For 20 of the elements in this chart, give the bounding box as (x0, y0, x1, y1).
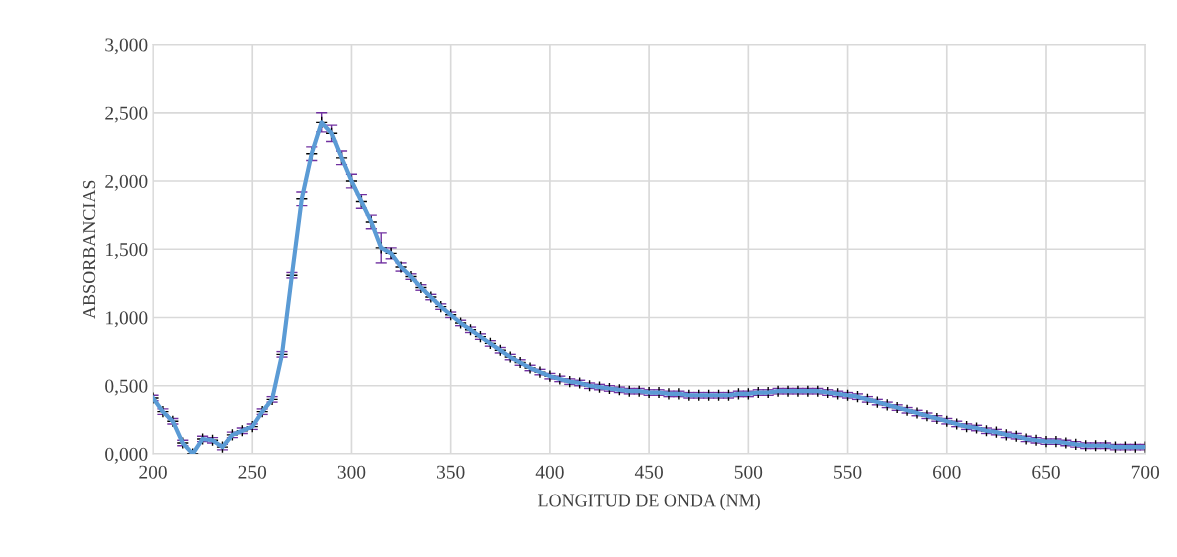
y-tick-label: 0,000 (105, 447, 148, 464)
y-tick-label: 1,500 (106, 243, 148, 259)
y-tick-label: 2,000 (105, 174, 148, 191)
x-tick-label: 500 (734, 465, 763, 479)
y-tick-label: 0,500 (105, 379, 148, 396)
x-tick-label: 450 (634, 465, 663, 479)
x-tick-label: 700 (1131, 465, 1160, 479)
y-tick-label: 3,000 (105, 38, 148, 55)
x-tick-label: 350 (437, 465, 465, 479)
x-tick-label: 650 (1032, 465, 1060, 479)
x-axis-title: LONGITUD DE ONDA (NM) (538, 493, 760, 511)
x-tick-label: 300 (337, 465, 366, 479)
x-tick-label: 550 (834, 465, 862, 479)
y-tick-label: 1,000 (106, 311, 148, 328)
x-tick-label: 600 (933, 465, 961, 479)
x-tick-label: 200 (139, 465, 167, 479)
x-tick-label: 400 (535, 465, 564, 479)
x-tick-label: 250 (238, 465, 267, 479)
y-axis-title: ABSORBANCIAS (83, 180, 96, 319)
y-tick-label: 2,500 (105, 106, 148, 123)
